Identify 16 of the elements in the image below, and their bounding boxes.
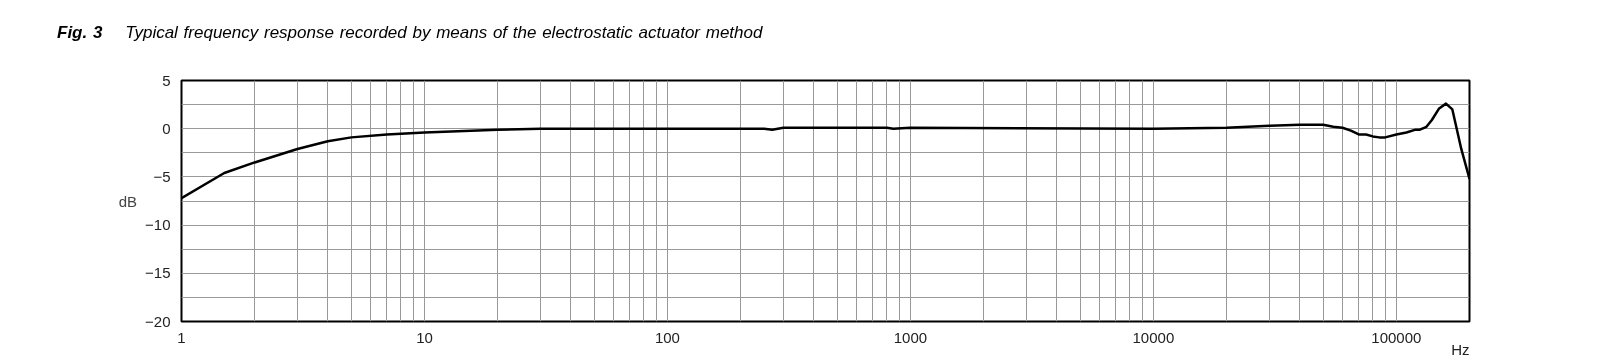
x-tick-label: 100: [654, 328, 680, 346]
x-tick-label: 10: [416, 328, 433, 346]
x-axis-title: Hz: [1451, 340, 1470, 358]
chart-subtitle: Typical frequency response recorded by means of the electrostatic actuator method: [125, 23, 763, 42]
y-tick-label: 5: [162, 71, 171, 89]
x-tick-label: 100000: [1371, 328, 1422, 346]
y-tick-label: −5: [153, 167, 171, 185]
x-tick-label: 10000: [1132, 328, 1175, 346]
x-tick-label: 1000: [893, 328, 928, 346]
y-axis-title: dB: [118, 192, 138, 210]
y-tick-label: 0: [162, 119, 171, 137]
chart-title: Fig. 3: [57, 23, 103, 42]
y-tick-label: −10: [145, 216, 171, 234]
y-tick-label: −15: [145, 264, 171, 282]
x-tick-label: 1: [177, 328, 186, 346]
y-tick-label: −20: [145, 312, 171, 330]
